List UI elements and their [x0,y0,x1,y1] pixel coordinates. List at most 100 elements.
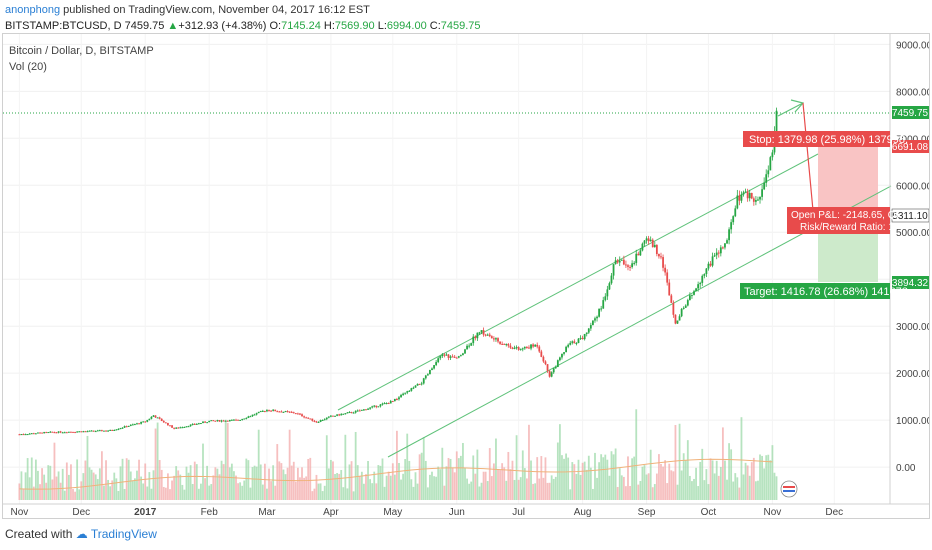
candle-body [682,307,685,310]
volume-bar [210,484,213,500]
candle-body [173,427,176,429]
volume-bar [697,486,700,500]
candle-body [49,431,52,433]
grid [3,34,890,504]
volume-bar [251,467,254,500]
candle-body [459,355,462,357]
volume-bar [41,468,43,500]
y-tick-label: 6000.00 [896,181,929,192]
published-text: published on TradingView.com, November 0… [63,4,370,16]
volume-bar [542,477,545,500]
stop-label[interactable]: Stop: 1379.98 (25.98%) 137998, [743,131,908,147]
footer: Created with ☁ TradingView [5,527,157,541]
volume-bar [567,457,570,500]
candle-body [476,332,479,339]
candle-body [127,425,130,427]
candle-body [393,398,396,402]
volume-bar [412,486,415,500]
volume-bar [88,467,91,500]
volume-bar [398,463,400,500]
volume-bar [344,434,347,500]
candle-body [464,349,466,354]
candle-body [598,308,601,317]
time-axis[interactable]: Nov Dec 2017 Feb Mar Apr May Jun Jul Aug Sep Oct Nov… [3,503,929,518]
candle-body [594,318,596,321]
volume-bar [268,468,270,500]
stop-price-tag: 6691.08 [892,140,929,153]
events-flag-icon[interactable] [780,480,798,498]
volume-bar [641,466,644,500]
volume-bar [63,490,66,500]
candle-body [721,247,724,249]
volume-bar [688,475,691,500]
volume-bar [146,486,149,500]
volume-bar [707,484,710,500]
candle-body [296,413,299,415]
volume-bar [594,452,596,500]
volume-bar [363,483,365,500]
volume-bar [385,475,388,500]
candle-body [45,432,48,434]
candle-body [72,431,74,433]
candle-body [754,200,757,202]
volume-bar [662,466,664,500]
low-label: L: [377,20,387,32]
candle-body [449,356,452,358]
volume-bar [701,448,704,500]
candle-body [556,360,559,368]
volume-bar [381,458,384,500]
y-tick-label: 0.00 [896,463,916,474]
volume-bar [78,489,81,500]
candle-body [688,295,691,301]
volume-bar [317,483,320,500]
pnl-label[interactable]: Open P&L: -2148.65, Qt Risk/Reward Ratio… [787,207,899,234]
candle-body [468,345,471,347]
candle-body [532,344,534,347]
candle-body [693,291,695,295]
trend-channel[interactable] [337,153,892,458]
candle-body [478,332,481,334]
tradingview-brand[interactable]: TradingView [90,527,157,541]
candle-body [177,427,180,429]
volume-legend: Vol (20) [9,61,47,73]
volume-bar [431,471,433,500]
candle-body [189,424,192,427]
volume-bar [307,458,310,500]
chart-panel[interactable]: 9000.008000.007000.006000.005000.004000.… [2,33,932,519]
candle-body [134,424,136,426]
candle-body [369,407,372,409]
x-tick-label: Dec [72,507,90,518]
green-arrow-line[interactable] [777,102,804,117]
candle-body [406,391,409,393]
volume-bar [373,471,376,500]
volume-bar [214,467,217,500]
volume-bar [49,465,52,500]
candle-body [327,416,330,418]
candle-body [610,275,613,284]
volume-bar [177,470,180,500]
candle-body [559,357,561,361]
volume-bar [24,472,27,500]
volume-bar [22,489,25,500]
volume-bar [711,460,714,500]
price-chart[interactable]: 9000.008000.007000.006000.005000.004000.… [3,34,932,518]
candle-body [131,424,134,426]
y-tick-label: 2000.00 [896,369,929,380]
candle-body [311,418,314,421]
candle-body [249,416,252,418]
target-zone[interactable] [818,228,878,282]
price-axis[interactable]: 9000.008000.007000.006000.005000.004000.… [889,34,932,504]
candle-body [286,411,289,413]
candle-body [589,325,592,329]
author-link[interactable]: anonphong [5,4,61,16]
candle-body [150,416,153,419]
candle-body [474,336,477,339]
candle-body [191,423,194,425]
candle-body [734,208,737,217]
volume-bar [167,473,169,500]
volume-bar [115,478,118,500]
candle-body [577,338,580,343]
volume-bar [470,481,473,500]
target-label[interactable]: Target: 1416.78 (26.68%) 141678 [740,283,908,299]
candle-body [579,337,582,339]
